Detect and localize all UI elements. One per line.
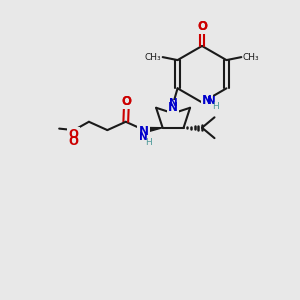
Text: O: O	[68, 128, 79, 141]
Text: N: N	[168, 101, 178, 114]
Text: N: N	[139, 132, 148, 142]
Text: N: N	[202, 94, 212, 107]
Text: O: O	[197, 20, 207, 33]
Text: N: N	[169, 98, 178, 108]
Text: O: O	[197, 20, 207, 33]
Text: N: N	[139, 125, 148, 138]
Text: CH₃: CH₃	[243, 52, 260, 62]
Text: O: O	[122, 95, 131, 108]
Text: O: O	[68, 135, 79, 148]
Text: O: O	[122, 95, 131, 108]
Polygon shape	[144, 128, 163, 133]
Text: CH₃: CH₃	[145, 52, 161, 62]
Text: H: H	[145, 137, 152, 146]
Text: N: N	[207, 96, 216, 106]
Text: H: H	[212, 102, 219, 111]
